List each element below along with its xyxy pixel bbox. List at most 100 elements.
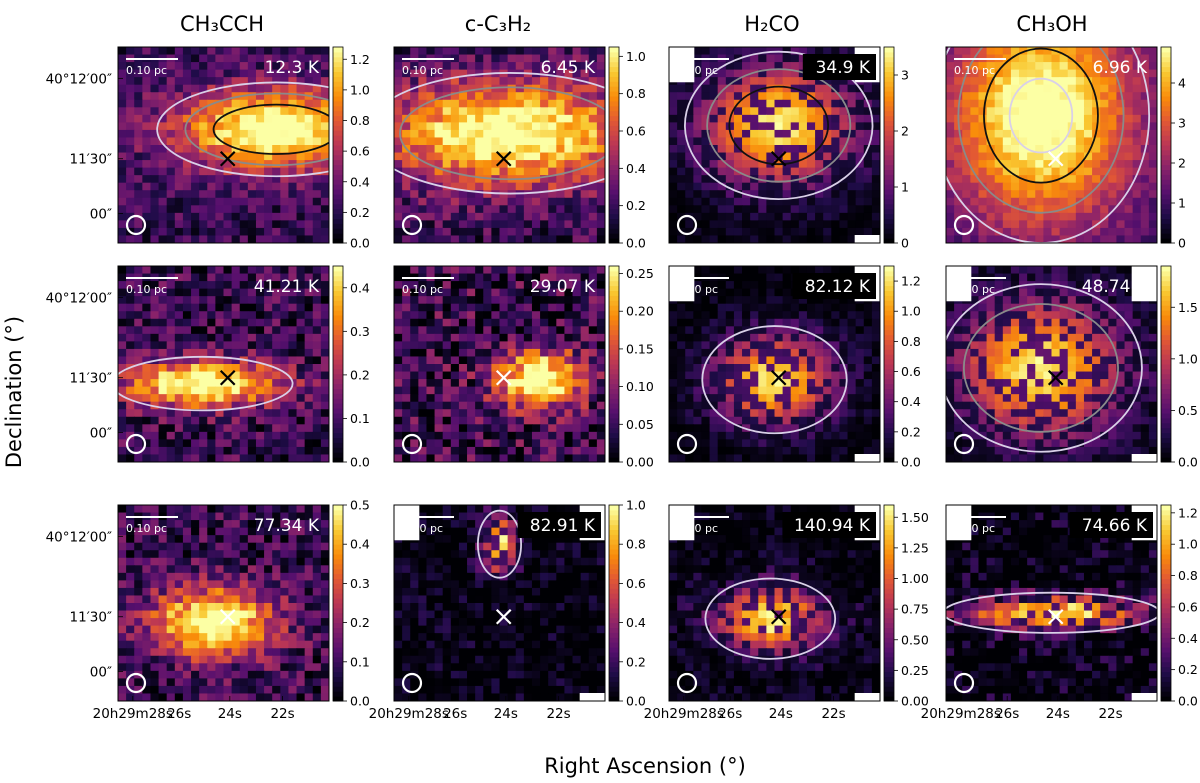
heatmap-pixel (174, 318, 184, 327)
heatmap-pixel (312, 205, 322, 214)
heatmap-pixel (312, 439, 322, 448)
heatmap-pixel (855, 175, 865, 184)
heatmap-pixel (150, 311, 160, 320)
heatmap-pixel (450, 167, 460, 176)
heatmap-pixel (1092, 197, 1101, 206)
heatmap-pixel (540, 326, 549, 335)
heatmap-pixel (523, 356, 533, 365)
heatmap-pixel (1019, 129, 1028, 139)
heatmap-pixel (247, 333, 257, 342)
heatmap-pixel (1027, 175, 1036, 184)
heatmap-pixel (272, 77, 281, 86)
heatmap-pixel (239, 107, 249, 116)
heatmap-pixel (1116, 122, 1126, 131)
heatmap-pixel (215, 190, 225, 199)
heatmap-pixel (564, 107, 574, 116)
heatmap-pixel (507, 99, 517, 108)
heatmap-pixel (725, 84, 735, 93)
heatmap-pixel (434, 446, 444, 456)
heatmap-pixel (798, 107, 808, 116)
heatmap-pixel (556, 326, 566, 335)
heatmap-pixel (815, 394, 824, 403)
heatmap-pixel (774, 364, 784, 373)
colorbar-step (609, 334, 619, 340)
heatmap-pixel (418, 266, 428, 275)
heatmap-pixel (515, 341, 525, 350)
heatmap-pixel (320, 356, 329, 365)
heatmap-pixel (717, 311, 727, 320)
heatmap-pixel (174, 333, 184, 342)
heatmap-pixel (556, 303, 566, 312)
heatmap-pixel (483, 318, 492, 327)
heatmap-pixel (418, 311, 428, 320)
heatmap-pixel (823, 409, 832, 418)
heatmap-pixel (182, 333, 192, 342)
heatmap-pixel (450, 356, 460, 365)
heatmap-pixel (847, 379, 857, 388)
heatmap-pixel (126, 175, 135, 184)
heatmap-pixel (475, 114, 484, 123)
heatmap-pixel (863, 197, 873, 206)
colorbar-step (884, 208, 894, 215)
colorbar-step (609, 437, 619, 443)
heatmap-pixel (467, 318, 476, 327)
heatmap-pixel (978, 99, 988, 108)
heatmap-pixel (556, 137, 566, 146)
heatmap-pixel (394, 107, 403, 116)
heatmap-pixel (450, 439, 460, 448)
heatmap-pixel (685, 364, 694, 373)
heatmap-pixel (531, 77, 541, 86)
heatmap-pixel (855, 137, 865, 146)
heatmap-pixel (223, 99, 233, 108)
heatmap-pixel (540, 160, 549, 169)
heatmap-pixel (174, 190, 184, 199)
heatmap-pixel (255, 99, 265, 108)
heatmap-pixel (596, 386, 605, 395)
heatmap-pixel (596, 62, 605, 71)
heatmap-pixel (507, 394, 517, 403)
heatmap-pixel (871, 311, 880, 320)
heatmap-pixel (556, 129, 566, 139)
colorbar-step (884, 149, 894, 156)
heatmap-pixel (515, 205, 525, 214)
heatmap-pixel (483, 356, 492, 365)
heatmap-pixel (588, 235, 598, 243)
heatmap-pixel (717, 409, 727, 418)
heatmap-pixel (548, 190, 557, 199)
heatmap-pixel (564, 77, 574, 86)
heatmap-pixel (798, 197, 808, 206)
heatmap-pixel (312, 54, 322, 63)
heatmap-pixel (588, 326, 598, 335)
colorbar-step (333, 442, 343, 448)
heatmap-pixel (1002, 99, 1012, 108)
heatmap-pixel (280, 77, 290, 86)
heatmap-pixel (402, 129, 411, 139)
heatmap-pixel (1083, 122, 1093, 131)
heatmap-pixel (1027, 212, 1036, 221)
heatmap-pixel (970, 175, 980, 184)
heatmap-pixel (483, 311, 492, 320)
heatmap-pixel (215, 416, 225, 425)
heatmap-pixel (742, 386, 751, 395)
heatmap-pixel (758, 212, 767, 221)
heatmap-pixel (831, 160, 841, 169)
heatmap-pixel (1100, 182, 1109, 191)
colorbar-step (333, 96, 343, 102)
colorbar-step (609, 398, 619, 404)
heatmap-pixel (1019, 220, 1028, 229)
heatmap-pixel (264, 303, 273, 312)
heatmap-pixel (701, 348, 711, 358)
colorbar-step (609, 233, 619, 239)
heatmap-pixel (564, 348, 574, 358)
colorbar-step (609, 442, 619, 448)
heatmap-pixel (588, 205, 598, 214)
heatmap-pixel (1002, 62, 1012, 71)
heatmap-pixel (1092, 227, 1101, 237)
heatmap-pixel (239, 401, 249, 410)
heatmap-pixel (118, 47, 127, 56)
heatmap-pixel (540, 318, 549, 327)
heatmap-pixel (312, 129, 322, 139)
heatmap-pixel (717, 77, 727, 86)
heatmap-pixel (596, 416, 605, 425)
